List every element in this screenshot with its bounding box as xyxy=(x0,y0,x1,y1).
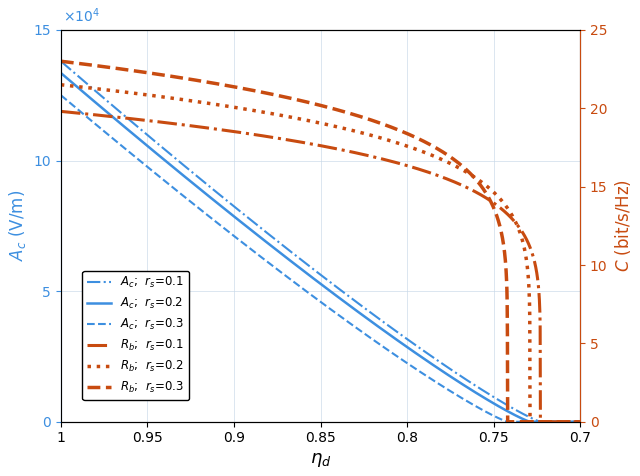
Y-axis label: $C$ (bit/s/Hz): $C$ (bit/s/Hz) xyxy=(613,179,633,272)
Legend: $A_c$;  $r_s$=0.1, $A_c$;  $r_s$=0.2, $A_c$;  $r_s$=0.3, $R_b$;  $r_s$=0.1, $R_b: $A_c$; $r_s$=0.1, $A_c$; $r_s$=0.2, $A_c… xyxy=(83,271,189,400)
Text: $\times10^4$: $\times10^4$ xyxy=(63,7,100,25)
Y-axis label: $A_c$ (V/m): $A_c$ (V/m) xyxy=(7,190,28,261)
X-axis label: $\eta_d$: $\eta_d$ xyxy=(310,451,332,469)
